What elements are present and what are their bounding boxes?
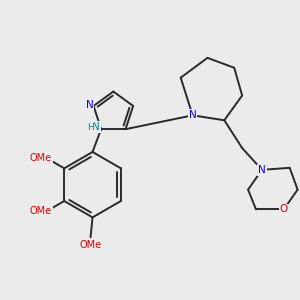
Text: N: N (258, 165, 266, 175)
Text: OMe: OMe (80, 240, 102, 250)
Text: OMe: OMe (30, 153, 52, 164)
Text: N: N (189, 110, 196, 120)
Text: N: N (86, 100, 94, 110)
Text: H: H (87, 123, 94, 132)
Text: N: N (92, 122, 100, 132)
Text: OMe: OMe (30, 206, 52, 216)
Text: O: O (280, 204, 288, 214)
